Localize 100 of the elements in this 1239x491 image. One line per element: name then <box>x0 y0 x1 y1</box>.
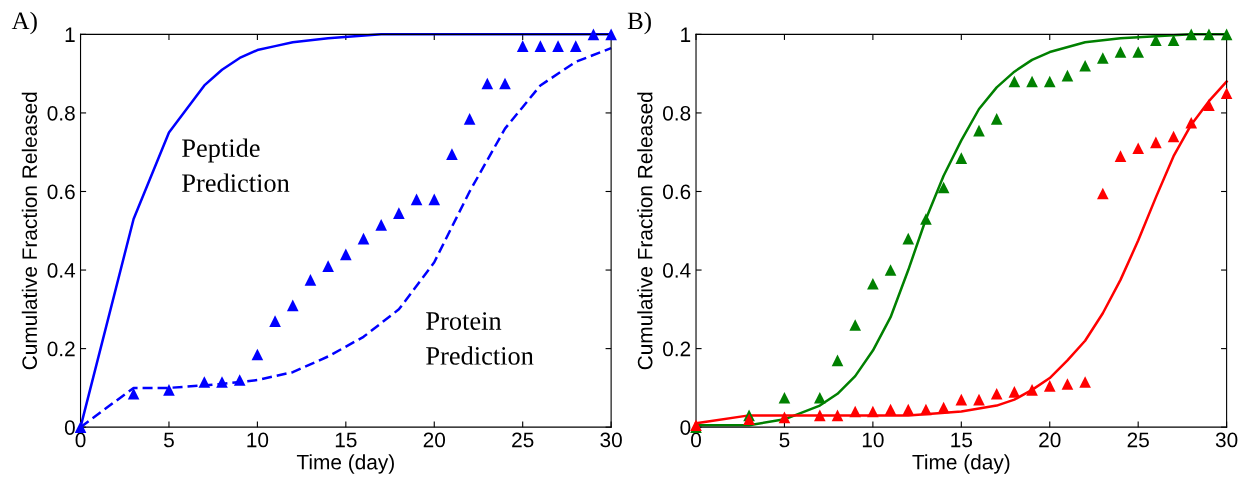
point <box>446 148 458 160</box>
y-axis-title: Cumulative Fraction Released <box>21 92 38 370</box>
annotation: Protein Prediction <box>426 312 534 365</box>
point <box>251 348 264 361</box>
point <box>1185 116 1198 129</box>
x-tick-label: 30 <box>1215 432 1238 448</box>
point <box>233 374 246 386</box>
point <box>375 219 388 231</box>
y-tick-label: 0.8 <box>47 105 75 121</box>
point <box>955 393 968 406</box>
point <box>884 403 897 416</box>
point <box>357 232 370 245</box>
y-tick-label: 0.8 <box>663 105 691 121</box>
point <box>1167 34 1180 47</box>
point <box>1132 142 1144 155</box>
point <box>1061 69 1074 82</box>
x-tick-label: 5 <box>779 432 790 448</box>
point <box>410 193 423 206</box>
point <box>1043 75 1056 88</box>
x-tick-label: 25 <box>1127 432 1149 448</box>
point <box>1220 28 1233 41</box>
point <box>587 28 600 41</box>
x-tick-label: 10 <box>862 432 884 448</box>
x-tick-label: 0 <box>691 432 701 448</box>
annotation: Peptide Prediction <box>182 138 290 192</box>
point <box>867 405 879 418</box>
x-tick-label: 20 <box>423 432 446 448</box>
x-tick-label: 0 <box>75 432 86 448</box>
point <box>1061 378 1074 390</box>
x-tick-label: 15 <box>335 432 357 448</box>
x-tick-label: 20 <box>1039 432 1061 448</box>
point <box>849 405 862 418</box>
point <box>322 260 334 272</box>
point <box>1097 187 1109 200</box>
y-tick-label: 0.4 <box>663 263 691 278</box>
point <box>1203 99 1215 111</box>
point <box>463 113 476 125</box>
chart-title: A) <box>11 11 37 35</box>
point <box>534 40 547 52</box>
point <box>605 28 617 41</box>
point <box>990 387 1003 400</box>
point <box>990 113 1003 125</box>
point <box>552 40 564 52</box>
point <box>428 193 441 206</box>
point <box>955 152 968 164</box>
point <box>902 232 915 245</box>
y-tick-label: 1 <box>681 27 691 42</box>
x-axis-title: Time (day) <box>912 454 1010 474</box>
point <box>831 354 844 367</box>
y-axis-title: Cumulative Fraction Released <box>637 92 653 370</box>
point <box>849 319 862 331</box>
point <box>1150 34 1162 47</box>
point <box>481 77 494 90</box>
point <box>1026 384 1038 396</box>
point <box>216 376 228 388</box>
x-axis-title: Time (day) <box>296 454 394 474</box>
point <box>304 274 317 286</box>
point <box>1150 136 1162 149</box>
point <box>569 40 582 52</box>
point <box>814 409 826 422</box>
point <box>778 391 791 404</box>
point <box>778 411 791 424</box>
x-tick-label: 30 <box>600 432 622 448</box>
y-tick-label: 0.2 <box>47 341 75 357</box>
point <box>902 403 915 416</box>
point <box>340 248 352 261</box>
point <box>867 277 879 290</box>
point <box>1097 52 1109 64</box>
point <box>1167 130 1180 143</box>
point <box>163 384 175 396</box>
point <box>1008 386 1021 398</box>
y-tick-label: 0 <box>64 420 75 435</box>
point <box>269 315 281 327</box>
point <box>920 213 932 225</box>
chart-title: B) <box>627 11 651 35</box>
x-tick-label: 5 <box>164 432 174 448</box>
point <box>516 40 529 52</box>
y-tick-label: 1 <box>65 27 75 42</box>
point <box>937 401 950 414</box>
y-tick-label: 0.2 <box>663 341 691 357</box>
y-tick-label: 0.6 <box>47 184 75 200</box>
point <box>937 181 950 194</box>
point <box>198 376 211 388</box>
point <box>831 409 844 422</box>
x-tick-label: 10 <box>247 432 269 448</box>
point <box>743 413 755 426</box>
x-tick-label: 25 <box>512 432 534 448</box>
point <box>1043 380 1056 392</box>
y-tick-label: 0.6 <box>663 184 691 200</box>
point <box>1114 46 1127 58</box>
point <box>393 207 405 219</box>
point <box>1079 59 1091 72</box>
point <box>286 299 299 312</box>
point <box>1185 28 1198 41</box>
y-tick-label: 0.4 <box>47 263 76 278</box>
point <box>1220 87 1233 100</box>
x-tick-label: 15 <box>951 432 973 448</box>
point <box>1132 46 1144 58</box>
point <box>884 264 897 276</box>
point <box>1079 376 1091 388</box>
